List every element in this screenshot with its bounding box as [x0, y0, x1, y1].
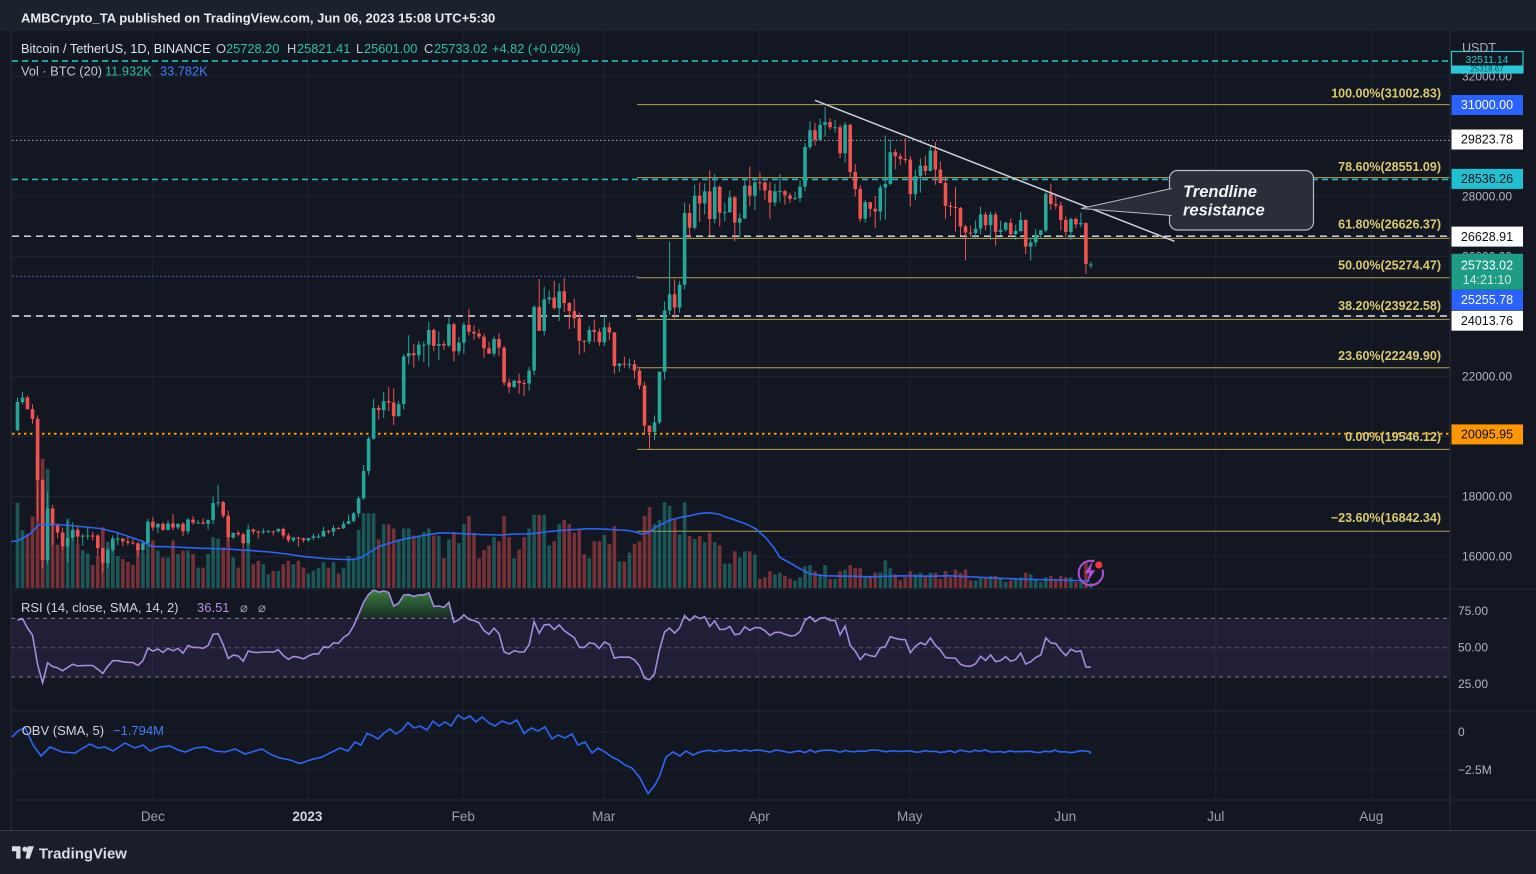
svg-text:L: L — [356, 41, 363, 56]
svg-text:AMBCrypto_TA published on Trad: AMBCrypto_TA published on TradingView.co… — [21, 11, 495, 26]
svg-text:Mar: Mar — [592, 809, 616, 824]
svg-text:USDT: USDT — [1462, 41, 1496, 55]
svg-text:25318.67: 25318.67 — [1470, 65, 1504, 74]
svg-text:Jul: Jul — [1207, 809, 1224, 824]
svg-text:Jun: Jun — [1054, 809, 1076, 824]
svg-text:50.00: 50.00 — [1458, 641, 1488, 655]
svg-text:25733.02: 25733.02 — [1461, 258, 1513, 272]
svg-text:Bitcoin / TetherUS, 1D, BINANC: Bitcoin / TetherUS, 1D, BINANCE — [21, 41, 211, 56]
svg-text:C: C — [424, 41, 433, 56]
svg-text:75.00: 75.00 — [1458, 604, 1488, 618]
svg-text:Vol · BTC (20): Vol · BTC (20) — [21, 64, 102, 79]
svg-text:16000.00: 16000.00 — [1462, 550, 1512, 564]
svg-text:25728.20: 25728.20 — [226, 41, 279, 56]
svg-text:TradingView: TradingView — [39, 846, 127, 863]
svg-text:25601.00: 25601.00 — [364, 41, 417, 56]
svg-text:25255.78: 25255.78 — [1461, 293, 1513, 307]
svg-text:resistance: resistance — [1183, 202, 1265, 220]
svg-text:0: 0 — [1458, 725, 1465, 739]
svg-text:100.00%(31002.83): 100.00%(31002.83) — [1331, 86, 1441, 100]
svg-text:Aug: Aug — [1359, 809, 1383, 824]
svg-text:50.00%(25274.47): 50.00%(25274.47) — [1338, 258, 1441, 272]
svg-text:0.00%(19546.12): 0.00%(19546.12) — [1345, 430, 1441, 444]
svg-text:38.20%(23922.58): 38.20%(23922.58) — [1338, 299, 1441, 313]
svg-text:36.51: 36.51 — [197, 600, 230, 615]
svg-text:26628.91: 26628.91 — [1461, 230, 1513, 244]
svg-text:May: May — [897, 809, 923, 824]
svg-text:−2.5M: −2.5M — [1458, 763, 1492, 777]
svg-text:11.932K: 11.932K — [105, 64, 152, 79]
svg-text:25821.41: 25821.41 — [297, 41, 350, 56]
svg-text:−23.60%(16842.34): −23.60%(16842.34) — [1331, 511, 1441, 525]
svg-text:28000.00: 28000.00 — [1462, 190, 1512, 204]
svg-text:Feb: Feb — [452, 809, 475, 824]
svg-text:Trendline: Trendline — [1183, 183, 1257, 201]
svg-text:31000.00: 31000.00 — [1461, 98, 1513, 112]
svg-text:+4.82 (+0.02%): +4.82 (+0.02%) — [492, 41, 580, 56]
svg-text:20095.95: 20095.95 — [1461, 428, 1513, 442]
svg-text:33.782K: 33.782K — [160, 64, 208, 79]
svg-text:28536.26: 28536.26 — [1461, 172, 1513, 186]
svg-text:25.00: 25.00 — [1458, 677, 1488, 691]
svg-text:2023: 2023 — [292, 809, 323, 824]
svg-text:32511.14: 32511.14 — [1465, 54, 1508, 66]
svg-text:−1.794M: −1.794M — [113, 723, 164, 738]
svg-text:25733.02: 25733.02 — [434, 41, 487, 56]
svg-text:Dec: Dec — [141, 809, 165, 824]
svg-text:29823.78: 29823.78 — [1461, 133, 1513, 147]
svg-text:18000.00: 18000.00 — [1462, 490, 1512, 504]
svg-text:Apr: Apr — [749, 809, 771, 824]
svg-text:OBV (SMA, 5): OBV (SMA, 5) — [22, 723, 104, 738]
svg-text:⌀: ⌀ — [258, 600, 266, 615]
svg-text:RSI (14, close, SMA, 14, 2): RSI (14, close, SMA, 14, 2) — [21, 600, 179, 615]
svg-text:22000.00: 22000.00 — [1462, 370, 1512, 384]
svg-text:O: O — [216, 41, 226, 56]
svg-text:61.80%(26626.37): 61.80%(26626.37) — [1338, 218, 1441, 232]
svg-text:78.60%(28551.09): 78.60%(28551.09) — [1338, 160, 1441, 174]
svg-text:H: H — [287, 41, 296, 56]
svg-text:⌀: ⌀ — [240, 600, 248, 615]
svg-text:23.60%(22249.90): 23.60%(22249.90) — [1338, 349, 1441, 363]
svg-text:24013.76: 24013.76 — [1461, 314, 1513, 328]
svg-text:14:21:10: 14:21:10 — [1463, 273, 1512, 287]
